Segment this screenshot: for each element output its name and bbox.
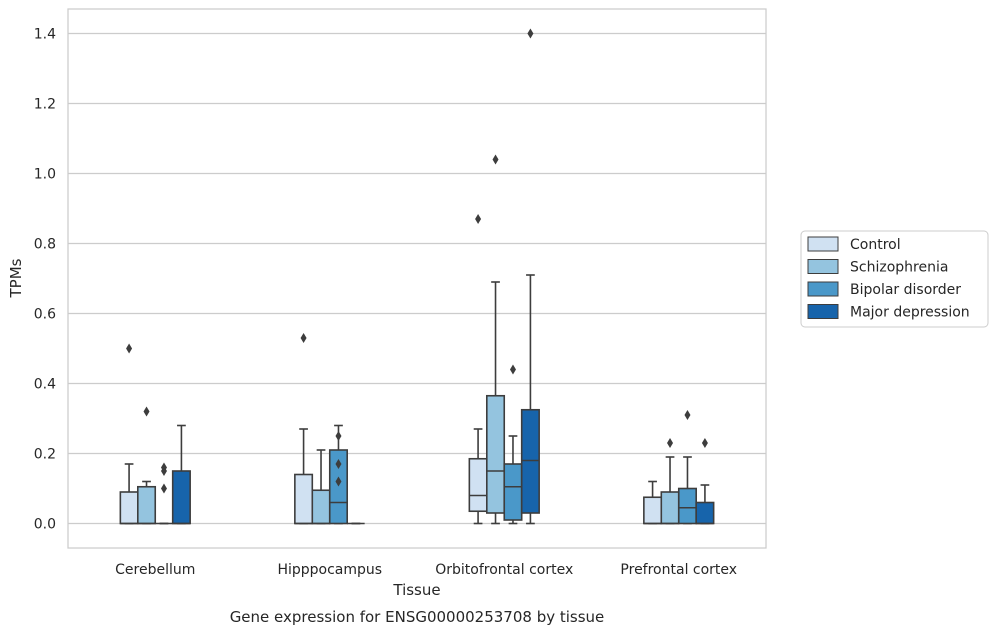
box-body — [294, 473, 314, 525]
box — [155, 462, 173, 525]
outlier-point — [335, 476, 342, 487]
box-body — [520, 408, 540, 514]
box — [643, 480, 663, 525]
box — [119, 343, 139, 525]
y-tick-label: 1.4 — [34, 27, 56, 43]
box-body — [660, 491, 680, 525]
legend-label: Control — [850, 237, 901, 253]
box-body — [643, 496, 663, 525]
outlier-point — [475, 214, 482, 224]
box — [660, 438, 680, 525]
y-axis-title: TPMs — [7, 258, 25, 298]
y-tick-label: 1.2 — [34, 97, 56, 113]
box — [137, 406, 157, 525]
outlier-point — [492, 154, 499, 165]
x-tick-label: Prefrontal cortex — [620, 562, 737, 578]
box-body — [119, 491, 139, 525]
box-body — [328, 449, 349, 525]
outlier-point — [300, 333, 307, 343]
chart-caption: Gene expression for ENSG00000253708 by t… — [230, 608, 605, 626]
box — [468, 214, 488, 525]
box-body — [677, 487, 698, 525]
legend-label: Schizophrenia — [850, 260, 948, 276]
outlier-point — [527, 28, 534, 39]
outlier-point — [160, 462, 167, 473]
legend-label: Major depression — [850, 305, 970, 321]
plot-frame — [67, 8, 767, 549]
legend-frame — [800, 230, 989, 328]
y-tick-label: 0.4 — [34, 377, 56, 393]
outlier-point — [509, 364, 516, 375]
box-body — [485, 394, 506, 514]
y-tick-label: 0.2 — [34, 447, 56, 463]
box — [171, 424, 191, 525]
box-body — [695, 501, 715, 525]
legend-swatch — [807, 259, 839, 274]
x-tick-label: Hipppocampus — [277, 562, 382, 578]
plot-background — [68, 9, 766, 548]
outlier-point — [143, 406, 150, 417]
box-body — [171, 470, 191, 525]
outlier-point — [160, 483, 167, 494]
outlier-point — [667, 438, 674, 448]
box — [520, 28, 540, 525]
legend-swatch — [807, 304, 839, 319]
y-tick-label: 0.6 — [34, 307, 56, 323]
x-axis-ticks: Cerebellum Hipppocampus Orbitofrontal cort… — [115, 562, 737, 578]
box — [503, 364, 523, 525]
legend-swatch — [807, 236, 839, 252]
outlier-point — [335, 431, 342, 441]
legend-swatch — [807, 281, 839, 297]
y-axis-ticks: 0.0 0.2 0.4 0.6 0.8 1.0 1.2 1.4 — [34, 27, 56, 533]
outlier-point — [684, 410, 691, 420]
x-tick-label: Orbitofrontal cortex — [435, 562, 573, 578]
box-body — [137, 485, 157, 525]
box-body — [468, 457, 488, 513]
box — [328, 424, 349, 525]
box-body — [503, 463, 523, 521]
boxes — [119, 28, 715, 525]
legend-label: Bipolar disorder — [850, 282, 961, 298]
outlier-point — [126, 343, 133, 354]
outlier-point — [701, 438, 708, 448]
box — [695, 438, 715, 525]
legend: Control Schizophrenia Bipolar disorder Majo… — [800, 230, 989, 328]
y-tick-label: 0.0 — [34, 517, 56, 533]
x-tick-label: Cerebellum — [115, 562, 195, 578]
outlier-point — [335, 459, 342, 469]
x-axis-title: Tissue — [392, 581, 440, 599]
grid-lines — [68, 32, 766, 525]
box — [485, 154, 506, 525]
y-tick-label: 1.0 — [34, 167, 56, 183]
y-tick-label: 0.8 — [34, 237, 56, 253]
box-body — [311, 489, 331, 525]
